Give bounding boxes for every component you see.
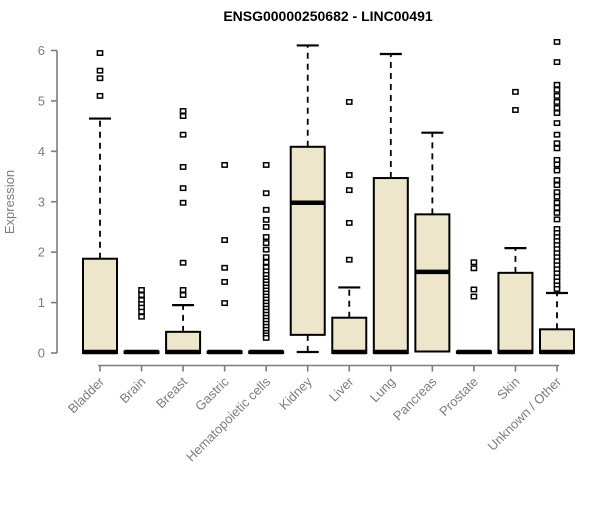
box [538,328,575,355]
outlier-point [470,259,478,266]
outlier-point [553,110,561,116]
outlier-point [262,190,270,197]
outlier-point [138,287,145,293]
box [82,257,118,354]
outlier-point [553,193,561,200]
outlier-point [553,156,561,163]
outlier-point [553,38,561,45]
outlier-point [553,209,561,216]
x-tick-label: Lung [367,374,398,405]
x-tick-label: Skin [494,374,522,402]
outlier-point [553,189,561,196]
outlier-point [345,219,353,226]
outlier-point [553,182,561,189]
box [331,316,368,355]
outlier-point [96,75,104,82]
outlier-point [345,98,353,105]
y-tick-label: 3 [38,194,45,209]
outlier-point [512,88,519,95]
outlier-point [262,240,270,247]
x-tick-label: Gastric [192,374,232,414]
outlier-point [179,113,187,119]
box [414,213,451,353]
outlier-point [262,246,270,253]
outlier-point [262,234,270,240]
chart-title: ENSG00000250682 - LINC00491 [223,8,433,24]
outlier-point [179,164,187,170]
outlier-point [553,120,561,127]
outlier-point [262,216,270,223]
outlier-point [221,278,228,285]
outlier-point [179,287,187,293]
outlier-point [553,98,561,105]
outlier-point [553,167,561,174]
outlier-point [138,308,145,315]
x-tick-label: Unknown / Other [485,374,565,454]
x-tick-label: Breast [153,374,190,411]
outlier-point [553,92,561,99]
x-tick-label: Prostate [436,374,481,419]
box [497,271,534,354]
x-tick-label: Kidney [276,374,315,413]
outlier-point [553,59,561,66]
y-tick-label: 0 [38,346,45,361]
y-axis-label: Expression [2,170,17,234]
outlier-point [221,237,228,244]
outlier-point [553,177,561,184]
outlier-point [470,286,478,293]
outlier-point [221,300,228,307]
outlier-point [345,172,353,178]
outlier-point [221,264,228,271]
y-tick-label: 1 [38,295,45,310]
x-tick-label: Pancreas [390,374,440,424]
outlier-point [553,86,561,93]
outlier-point [553,216,561,223]
outlier-point [553,161,561,168]
outlier-point [179,131,187,138]
outlier-point [262,224,270,230]
outlier-point [138,313,145,320]
outlier-point [262,259,270,266]
box [372,177,409,354]
outlier-point [345,187,353,194]
outlier-point [262,206,270,213]
outlier-point [553,204,561,211]
x-tick-label: Bladder [65,374,108,417]
y-tick-label: 5 [38,93,45,108]
outlier-point [179,292,187,298]
outlier-point [553,105,561,111]
outlier-point [179,259,187,266]
y-tick-label: 4 [38,144,45,159]
outlier-point [221,161,228,168]
outlier-point [553,145,561,152]
outlier-point [470,265,478,272]
x-tick-label: Brain [117,374,149,406]
outlier-point [470,293,478,300]
box [289,145,326,336]
outlier-point [553,140,561,147]
outlier-point [138,292,145,298]
outlier-point [262,254,270,261]
outlier-point [553,131,561,138]
outlier-point [179,108,187,114]
outlier-point [345,256,353,263]
x-tick-label: Liver [326,374,357,405]
y-tick-label: 2 [38,245,45,260]
y-tick-label: 6 [38,43,45,58]
outlier-point [553,286,561,292]
outlier-point [96,92,104,99]
outlier-point [553,199,561,206]
outlier-point [179,185,187,192]
outlier-point [179,199,187,206]
outlier-point [553,81,561,88]
outlier-point [262,334,270,341]
outlier-point [512,107,519,113]
outlier-point [262,161,270,168]
outlier-point [96,67,104,74]
outlier-point [96,50,104,56]
